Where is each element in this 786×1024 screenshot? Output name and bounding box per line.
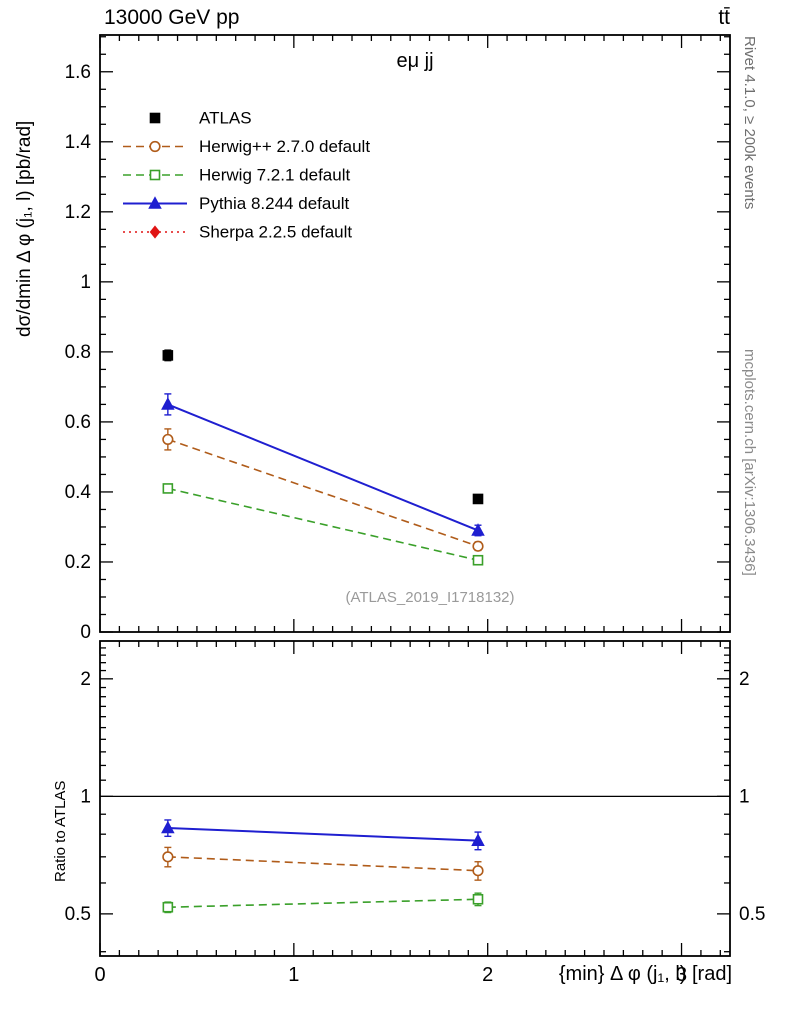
legend-label: Herwig 7.2.1 default bbox=[199, 166, 350, 185]
data-point-triangle bbox=[161, 397, 175, 410]
data-point-square bbox=[162, 483, 174, 494]
series-line bbox=[167, 438, 479, 547]
data-point-square bbox=[162, 901, 174, 913]
x-tick-label: 0 bbox=[94, 964, 105, 986]
series-main-herwig-7-2-1-default bbox=[162, 483, 484, 566]
legend-item-herwig-7-2-1-default: Herwig 7.2.1 default bbox=[123, 166, 350, 185]
data-point-square bbox=[472, 493, 484, 505]
series-line bbox=[167, 826, 479, 842]
legend-item-herwig-2-7-0-default: Herwig++ 2.7.0 default bbox=[123, 137, 370, 156]
main-y-tick-label: 0 bbox=[80, 622, 91, 643]
process-label: tt̄ bbox=[718, 6, 730, 29]
mcplots-reference-note: mcplots.cern.ch [arXiv:1306.3436] bbox=[741, 349, 758, 576]
main-y-tick-label: 1.4 bbox=[65, 132, 92, 153]
x-tick-label: 3 bbox=[676, 964, 687, 986]
main-y-tick-label: 0.4 bbox=[65, 482, 92, 503]
x-axis-label: {min} Δ φ (j₁, l) [rad] bbox=[558, 963, 732, 985]
ratio-panel-frame bbox=[99, 640, 731, 957]
series-ratio-pythia-8-244-default bbox=[161, 819, 485, 851]
data-point-circle bbox=[162, 433, 174, 446]
axis-ticks bbox=[99, 35, 730, 956]
legend-item-sherpa-2-2-5-default: Sherpa 2.2.5 default bbox=[123, 223, 352, 242]
data-point-square bbox=[149, 169, 161, 181]
series-main-atlas bbox=[162, 349, 484, 505]
data-point-square bbox=[149, 112, 161, 124]
x-tick-label: 2 bbox=[482, 964, 493, 986]
data-point-circle bbox=[472, 865, 484, 877]
legend-label: Pythia 8.244 default bbox=[199, 194, 350, 213]
ratio-y-tick-label-left: 0.5 bbox=[65, 904, 91, 925]
legend-label: Sherpa 2.2.5 default bbox=[199, 223, 352, 242]
data-point-circle bbox=[472, 540, 484, 552]
data-point-square bbox=[162, 350, 174, 361]
series-line bbox=[167, 898, 479, 909]
main-y-tick-label: 0.6 bbox=[65, 412, 91, 433]
rivet-version-note: Rivet 4.1.0, ≥ 200k events bbox=[741, 36, 758, 210]
data-point-circle bbox=[162, 851, 174, 863]
legend-label: ATLAS bbox=[199, 109, 252, 128]
ratio-y-tick-label-left: 1 bbox=[80, 786, 91, 807]
series-ratio-herwig-2-7-0-default bbox=[162, 846, 484, 881]
legend: ATLAS Herwig++ 2.7.0 default Herwig 7.2.1 … bbox=[123, 109, 370, 242]
main-y-tick-label: 1 bbox=[80, 272, 91, 293]
analysis-watermark: (ATLAS_2019_I1718132) bbox=[345, 589, 515, 606]
ratio-y-tick-label-left: 2 bbox=[80, 669, 91, 690]
data-point-triangle bbox=[161, 820, 175, 834]
series-main-pythia-8-244-default bbox=[161, 393, 485, 537]
series-ratio-herwig-7-2-1-default bbox=[162, 892, 484, 914]
legend-item-atlas: ATLAS bbox=[149, 109, 252, 128]
plot-title: eμ jj bbox=[396, 50, 434, 72]
main-panel-frame bbox=[99, 34, 731, 633]
data-point-diamond bbox=[149, 225, 161, 239]
series-line bbox=[167, 487, 479, 561]
main-y-tick-label: 0.2 bbox=[65, 552, 91, 573]
data-point-square bbox=[472, 893, 484, 905]
main-y-tick-label: 1.2 bbox=[65, 202, 91, 223]
beam-energy-label: 13000 GeV pp bbox=[104, 6, 240, 29]
legend-item-pythia-8-244-default: Pythia 8.244 default bbox=[123, 194, 350, 213]
main-y-tick-label: 0.8 bbox=[65, 342, 91, 363]
main-y-tick-label: 1.6 bbox=[65, 62, 91, 83]
ratio-y-tick-label-right: 1 bbox=[739, 786, 750, 807]
series-line bbox=[167, 856, 479, 872]
ratio-y-tick-label-right: 0.5 bbox=[739, 904, 765, 925]
series-line bbox=[167, 403, 479, 532]
ratio-y-tick-label-right: 2 bbox=[739, 669, 750, 690]
data-point-triangle bbox=[471, 833, 485, 846]
data-point-circle bbox=[149, 140, 161, 153]
data-point-triangle bbox=[148, 196, 162, 209]
data-point-triangle bbox=[471, 523, 485, 536]
data-point-square bbox=[472, 554, 484, 566]
legend-label: Herwig++ 2.7.0 default bbox=[199, 137, 370, 156]
x-tick-label: 1 bbox=[288, 964, 299, 986]
series-main-herwig-2-7-0-default bbox=[162, 428, 484, 552]
